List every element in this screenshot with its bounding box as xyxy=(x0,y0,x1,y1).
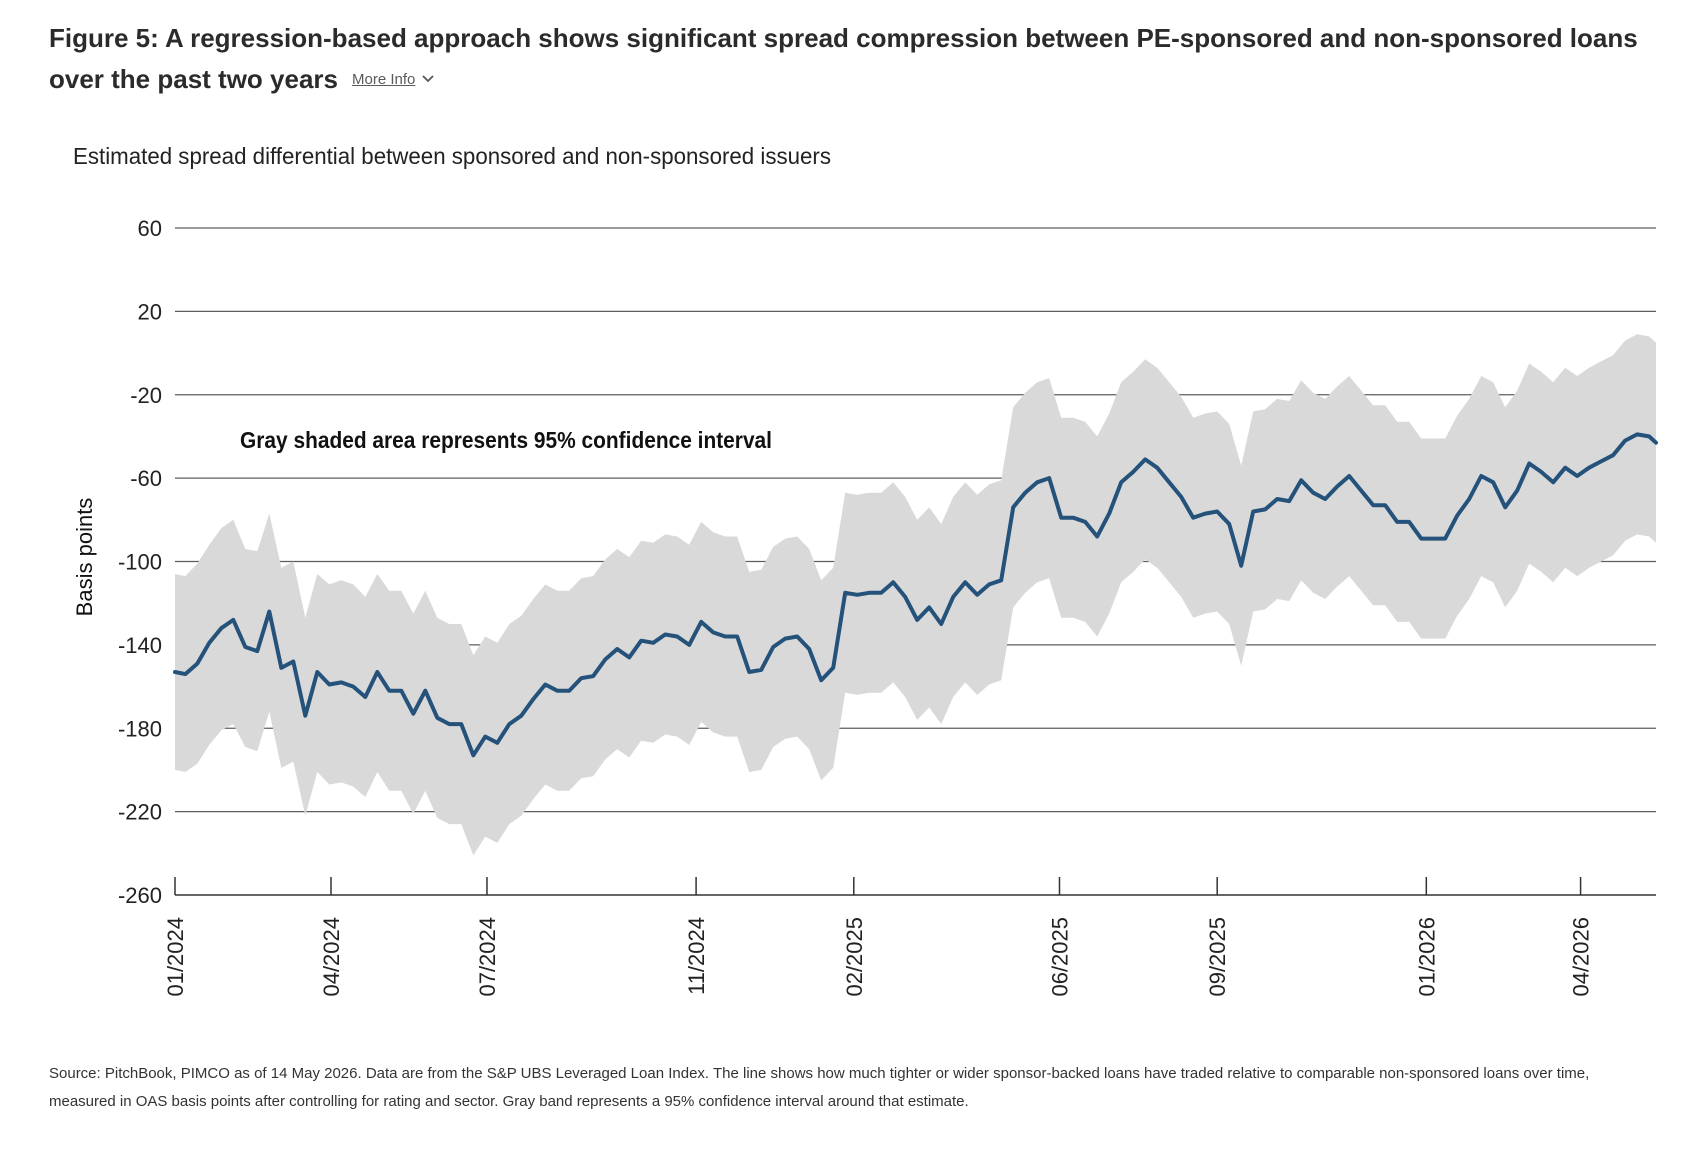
chart-container: Estimated spread differential between sp… xyxy=(0,120,1698,1040)
x-tick-label: 09/2025 xyxy=(1205,917,1230,997)
estimate-line xyxy=(173,432,1658,758)
x-tick-label: 02/2025 xyxy=(842,917,867,997)
y-axis-label: Basis points xyxy=(72,498,97,617)
y-axis: 60 20 -20 -60 -100 -140 -180 -220 -260 xyxy=(118,216,162,908)
y-tick-label: -180 xyxy=(118,716,162,741)
x-tick-label: 04/2024 xyxy=(319,917,344,997)
figure-title-text: Figure 5: A regression-based approach sh… xyxy=(49,23,1638,94)
more-info-label: More Info xyxy=(352,70,416,88)
x-tick-label: 06/2025 xyxy=(1048,917,1073,997)
y-tick-label: -260 xyxy=(118,883,162,908)
source-note: Source: PitchBook, PIMCO as of 14 May 20… xyxy=(49,1065,1590,1110)
x-tick-label: 07/2024 xyxy=(475,917,500,997)
confidence-band-area xyxy=(175,334,1656,856)
figure-title: Figure 5: A regression-based approach sh… xyxy=(49,18,1669,102)
y-tick-label: -220 xyxy=(118,800,162,825)
spread-chart: Estimated spread differential between sp… xyxy=(72,143,1658,997)
y-tick-label: -20 xyxy=(130,383,162,408)
estimate-series-line xyxy=(173,432,1658,758)
band-annotation: Gray shaded area represents 95% confiden… xyxy=(240,427,772,453)
y-tick-label: -100 xyxy=(118,550,162,575)
y-tick-label: -140 xyxy=(118,633,162,658)
confidence-band xyxy=(175,334,1656,856)
y-tick-label: 60 xyxy=(138,216,162,241)
figure-header: Figure 5: A regression-based approach sh… xyxy=(49,18,1669,102)
chevron-down-icon xyxy=(422,75,435,83)
x-tick-label: 01/2026 xyxy=(1414,917,1439,997)
chart-title: Estimated spread differential between sp… xyxy=(73,143,831,169)
y-tick-label: 20 xyxy=(138,299,162,324)
x-tick-label: 04/2026 xyxy=(1569,917,1594,997)
x-tick-label: 11/2024 xyxy=(684,917,709,995)
x-tick-label: 01/2024 xyxy=(163,917,188,997)
more-info-toggle[interactable]: More Info xyxy=(352,59,435,100)
y-tick-label: -60 xyxy=(130,466,162,491)
x-axis: 01/2024 04/2024 07/2024 11/2024 02/2025 06/20… xyxy=(163,877,1656,997)
